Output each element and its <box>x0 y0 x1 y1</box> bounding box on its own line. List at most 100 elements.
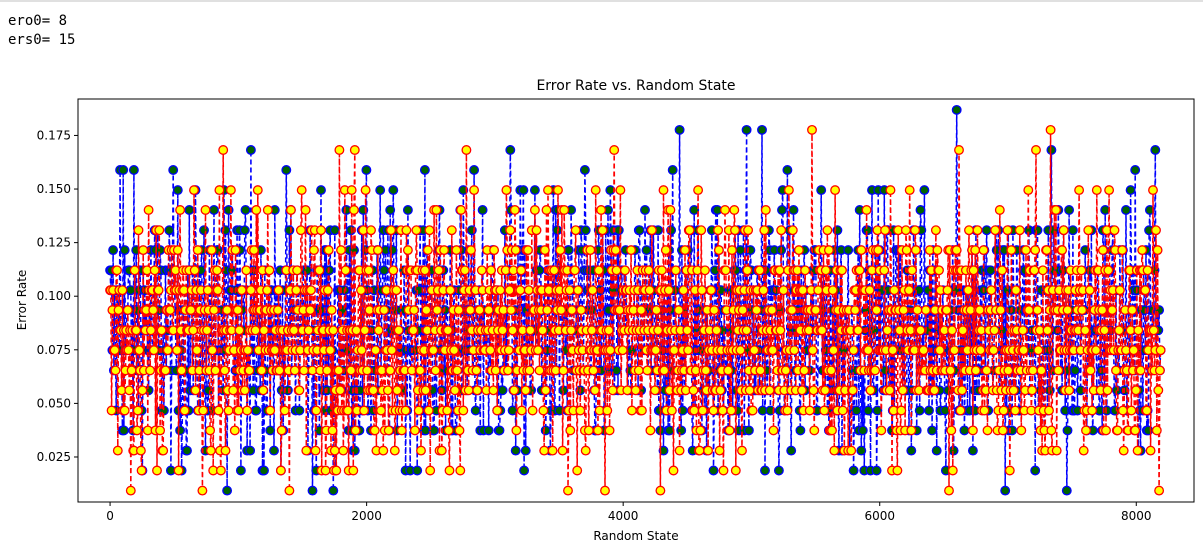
data-point <box>696 225 707 236</box>
data-point <box>303 325 314 336</box>
data-point <box>158 445 169 456</box>
data-point <box>1074 185 1085 196</box>
series-layer <box>105 104 1166 496</box>
x-tick-label: 2000 <box>351 509 382 523</box>
data-point <box>451 245 462 256</box>
data-point <box>1080 325 1091 336</box>
data-point <box>185 305 196 316</box>
data-point <box>420 385 431 396</box>
data-point <box>670 265 681 276</box>
data-point <box>559 205 570 215</box>
data-point <box>820 265 831 276</box>
console-line-ers0: ers0= 15 <box>8 32 76 48</box>
data-point <box>477 205 488 215</box>
data-point <box>370 345 381 356</box>
data-point <box>320 465 331 476</box>
data-point <box>444 465 455 476</box>
data-point <box>896 405 907 416</box>
data-point <box>708 405 719 416</box>
data-point <box>175 425 186 436</box>
chart-title: Error Rate vs. Random State <box>536 78 735 94</box>
data-point <box>223 405 234 416</box>
data-point <box>469 185 480 196</box>
data-point <box>503 365 513 376</box>
data-point <box>607 385 618 396</box>
data-point <box>192 245 203 256</box>
data-point <box>134 345 145 356</box>
data-point <box>854 265 865 276</box>
cell-divider <box>0 0 1203 2</box>
data-point <box>305 305 316 316</box>
data-point <box>663 285 674 296</box>
data-point <box>795 425 806 436</box>
data-point <box>442 325 453 336</box>
y-tick-label: 0.025 <box>37 450 71 464</box>
data-point <box>375 185 386 196</box>
data-point <box>963 285 974 296</box>
data-point <box>602 405 613 416</box>
data-point <box>640 205 650 215</box>
data-point <box>160 365 171 376</box>
data-point <box>433 265 444 276</box>
data-point <box>863 405 874 416</box>
data-point <box>452 365 463 376</box>
data-point <box>349 445 360 456</box>
data-point <box>175 205 186 215</box>
data-point <box>419 265 430 276</box>
data-point <box>904 285 914 296</box>
data-point <box>586 325 597 336</box>
data-point <box>906 425 917 436</box>
data-point <box>1085 365 1096 376</box>
data-point <box>981 365 992 376</box>
data-point <box>489 245 500 256</box>
data-point <box>656 265 667 276</box>
data-point <box>555 245 566 256</box>
data-point <box>1084 285 1095 296</box>
data-point <box>443 425 454 436</box>
data-point <box>322 365 333 376</box>
data-point <box>742 265 753 276</box>
data-point <box>148 345 159 356</box>
data-point <box>709 305 720 316</box>
data-point <box>164 225 175 236</box>
data-point <box>703 445 714 456</box>
data-point <box>1029 265 1040 276</box>
data-point <box>411 225 422 236</box>
data-point <box>708 465 719 476</box>
data-point <box>863 345 874 356</box>
data-point <box>233 405 244 416</box>
data-point <box>826 365 837 376</box>
data-point <box>145 325 156 336</box>
data-point <box>626 405 637 416</box>
data-point <box>1099 325 1110 336</box>
data-point <box>497 385 508 396</box>
data-point <box>209 305 219 316</box>
data-point <box>1145 445 1156 456</box>
data-point <box>665 205 676 215</box>
data-point <box>1128 345 1139 356</box>
data-point <box>827 285 838 296</box>
data-point <box>930 225 941 236</box>
data-point <box>361 165 372 175</box>
data-point <box>323 245 334 256</box>
data-point <box>1041 245 1052 256</box>
data-point <box>412 465 423 476</box>
data-point <box>272 305 283 316</box>
data-point <box>828 345 839 356</box>
data-point <box>822 225 833 236</box>
data-point <box>810 305 821 316</box>
data-point <box>959 425 970 436</box>
data-point <box>112 445 123 456</box>
y-tick-label: 0.125 <box>37 236 71 250</box>
data-point <box>915 205 926 215</box>
data-point <box>1126 405 1137 416</box>
data-point <box>465 305 476 316</box>
data-point <box>212 265 223 276</box>
data-point <box>210 365 221 376</box>
data-point <box>970 245 981 256</box>
data-point <box>1112 425 1123 436</box>
data-point <box>642 365 653 376</box>
data-point <box>1051 205 1061 215</box>
data-point <box>331 465 342 476</box>
data-point <box>333 365 344 376</box>
